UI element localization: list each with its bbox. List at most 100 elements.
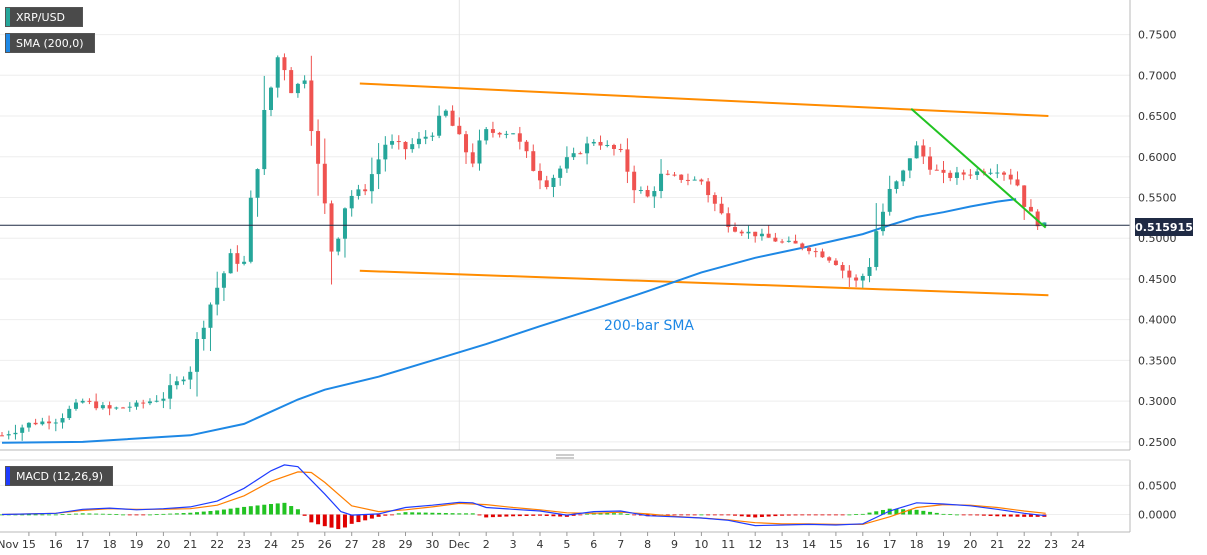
channel-lower-line — [359, 269, 1049, 297]
x-tick-label: 15 — [22, 538, 36, 551]
candle-body — [174, 381, 179, 386]
macd-histogram-bar — [571, 514, 576, 516]
panel-divider-handle[interactable] — [556, 454, 574, 459]
candle-body — [880, 211, 885, 232]
x-tick-label: 26 — [318, 538, 332, 551]
macd-histogram-bar — [672, 514, 677, 516]
macd-histogram-bar — [712, 514, 717, 516]
candle-body — [181, 379, 186, 382]
macd-histogram-bar — [719, 514, 724, 516]
candle-body — [854, 277, 859, 281]
macd-histogram-bar — [860, 513, 865, 515]
candle-body — [692, 179, 697, 181]
candle-body — [807, 247, 811, 252]
macd-histogram-bar — [981, 514, 986, 516]
candle-body — [376, 159, 381, 175]
candle-body — [302, 80, 307, 84]
macd-histogram-bar — [598, 512, 603, 515]
macd-histogram-bar — [1008, 514, 1013, 517]
candle-body — [396, 141, 401, 143]
x-tick-label: 11 — [721, 538, 735, 551]
macd-histogram-bar — [282, 502, 287, 515]
sma-tag[interactable]: SMA (200,0) — [5, 33, 95, 53]
macd-histogram-bar — [780, 514, 785, 516]
candle-body — [988, 172, 993, 174]
candle-body — [80, 400, 85, 403]
candle-body — [1035, 211, 1040, 227]
candle-body — [793, 240, 798, 244]
macd-histogram-bar — [121, 514, 126, 516]
symbol-tag[interactable]: XRP/USD — [5, 7, 83, 27]
macd-histogram-bar — [302, 514, 307, 516]
macd-histogram-bar — [948, 514, 953, 516]
macd-histogram-bar — [80, 513, 85, 515]
candle-body — [840, 265, 845, 271]
candle-body — [907, 158, 912, 171]
candle-body — [867, 266, 872, 276]
candle-body — [188, 371, 193, 380]
macd-histogram-bar — [174, 513, 179, 515]
macd-histogram-bar — [215, 510, 220, 515]
candle-body — [201, 327, 206, 340]
candle-body — [416, 138, 421, 145]
macd-tag[interactable]: MACD (12,26,9) — [5, 466, 113, 486]
candle-body — [33, 422, 38, 425]
x-tick-label: 16 — [856, 538, 870, 551]
candle-body — [618, 148, 623, 150]
candle-body — [248, 197, 253, 262]
macd-histogram-bar — [221, 509, 226, 515]
macd-histogram-bar — [847, 514, 852, 516]
macd-histogram-bar — [1035, 514, 1040, 517]
candle-body — [242, 261, 247, 264]
x-tick-label: 21 — [183, 538, 197, 551]
macd-histogram-bar — [33, 514, 38, 516]
macd-histogram-bar — [511, 514, 516, 517]
macd-histogram-bar — [383, 514, 388, 516]
symbol-label: XRP/USD — [16, 11, 66, 24]
macd-histogram-bar — [625, 514, 630, 515]
candle-body — [141, 402, 146, 404]
macd-histogram-bar — [867, 512, 872, 515]
tick-labels: 0.25000.30000.35000.40000.45000.50000.55… — [0, 29, 1177, 551]
macd-histogram-bar — [934, 512, 939, 515]
macd-histogram-bar — [558, 514, 563, 517]
macd-histogram-bar — [914, 509, 919, 515]
candle-body — [1008, 174, 1013, 180]
candle-body — [961, 172, 966, 175]
candle-body — [685, 179, 690, 181]
candle-body — [94, 401, 99, 409]
macd-histogram-bar — [336, 514, 341, 530]
macd-histogram-bar — [208, 511, 213, 515]
price-tick-label: 0.7000 — [1138, 69, 1177, 82]
candle-body — [659, 173, 664, 192]
candle-body — [255, 169, 260, 198]
macd-histogram-bar — [894, 508, 899, 515]
price-tick-label: 0.6500 — [1138, 110, 1177, 123]
candle-body — [87, 400, 92, 402]
macd-swatch — [6, 467, 10, 485]
candle-body — [403, 141, 408, 150]
macd-histogram-bar — [416, 512, 421, 515]
last-price-value: 0.515915 — [1135, 221, 1193, 234]
macd-histogram-bar — [692, 514, 697, 516]
candle-body — [195, 339, 200, 372]
candle-body — [121, 407, 126, 409]
candle-body — [914, 145, 919, 159]
candle-body — [430, 135, 435, 137]
candle-body — [887, 188, 892, 212]
candle-body — [739, 231, 744, 234]
candle-body — [995, 172, 1000, 174]
candle-body — [450, 110, 455, 126]
macd-histogram-bar — [954, 514, 959, 516]
macd-histogram-bar — [437, 512, 442, 515]
candle-body — [168, 385, 173, 399]
x-tick-label: 7 — [617, 538, 624, 551]
candle-body — [665, 173, 670, 175]
candle-body — [800, 243, 805, 248]
x-tick-label: 2 — [483, 538, 490, 551]
macd-histogram-bar — [524, 514, 529, 516]
resistance-trendline — [910, 107, 1047, 229]
candle-body — [611, 144, 616, 149]
macd-histogram-bar — [665, 514, 670, 516]
